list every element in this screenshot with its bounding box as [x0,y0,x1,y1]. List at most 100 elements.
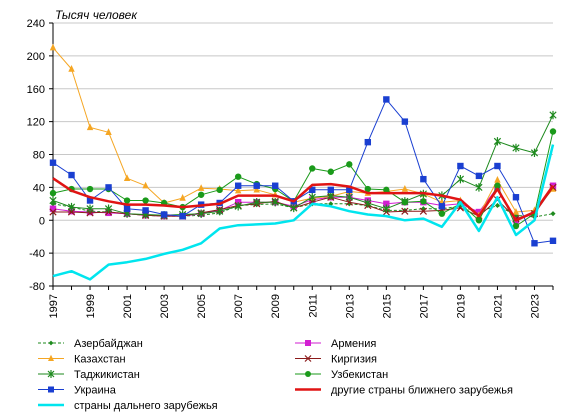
y-tick-label: 200 [27,51,45,63]
marker-square [401,118,409,125]
marker-circle [197,191,205,198]
legend-label: Азербайджан [74,338,143,350]
marker-asterisk [308,193,316,202]
legend-entry: Таджикистан [38,369,140,381]
marker-circle [346,161,353,168]
marker-square [48,386,54,393]
marker-square [253,182,260,189]
marker-circle [234,173,242,180]
marker-asterisk [345,193,353,202]
y-tick-label: 0 [39,215,45,227]
marker-triangle [105,128,112,136]
marker-circle [401,198,409,206]
series-6-group [49,96,557,247]
series-7-group [52,177,555,222]
series-4-line [52,114,554,216]
marker-square [383,96,390,103]
y-tick-label: 80 [33,150,45,162]
marker-circle [549,128,557,135]
legend-entry: Украина [38,385,117,397]
series-layer [49,43,557,281]
marker-square [234,182,242,189]
marker-asterisk [364,198,372,208]
marker-triangle [253,185,260,193]
legend-label: Узбекистан [331,369,388,381]
marker-square [494,162,501,170]
marker-circle [420,198,427,205]
marker-square [49,205,57,212]
marker-circle [305,371,311,377]
marker-asterisk [49,196,57,205]
legend-label: Киргизия [331,354,377,366]
x-tick-label: 1997 [48,294,60,318]
x-tick-label: 2005 [196,294,208,318]
legend-label: Армения [331,338,376,350]
legend-label: Таджикистан [74,369,140,381]
marker-triangle [86,123,94,131]
y-tick-label: 120 [27,117,45,129]
series-8-line [52,144,555,281]
marker-square [549,237,557,244]
marker-x [401,207,409,215]
marker-asterisk [271,197,279,207]
marker-asterisk [382,204,390,213]
x-tick-label: 2011 [307,294,319,318]
marker-circle [123,197,131,204]
marker-square [383,200,390,208]
marker-diamond [420,206,426,212]
legend-label: страны дальнего зарубежья [74,400,218,412]
marker-asterisk [493,137,502,146]
marker-square [160,211,168,218]
legend-label: другие страны ближнего зарубежья [331,385,513,397]
legend-entry: страны дальнего зарубежья [38,400,218,412]
axes-layer: -80 -40 0 40 80 120 160 200 240 1997 1999 2001 2003 2… [27,18,554,318]
marker-square [346,186,353,194]
marker-asterisk [67,202,76,212]
marker-circle [309,165,316,172]
marker-asterisk [530,148,539,158]
marker-circle [512,222,520,230]
legend-entry: Азербайджан [38,338,143,350]
y-tick-label: 40 [33,182,45,194]
y-tick-label: -40 [29,248,45,260]
legend-entry: другие страны ближнего зарубежья [295,385,513,397]
marker-asterisk [234,202,242,211]
marker-triangle [123,174,131,182]
marker-circle [142,197,149,204]
marker-asterisk [512,143,520,153]
marker-circle [494,182,501,189]
legend-entry: Узбекистан [295,369,388,381]
legend-label: Украина [74,385,117,397]
marker-asterisk [456,174,465,184]
marker-triangle [48,354,54,361]
marker-circle [383,186,390,194]
series-8-group [52,144,555,281]
marker-triangle [197,184,205,191]
marker-square [142,207,149,214]
marker-diamond [48,340,54,346]
marker-square [512,194,520,201]
marker-square [68,171,75,179]
marker-square [49,159,57,166]
x-tick-label: 1999 [85,294,97,318]
marker-asterisk [253,197,261,207]
series-5-line [52,131,554,227]
marker-circle [327,168,334,175]
marker-square [531,240,538,247]
marker-triangle [49,43,57,51]
series-6-line [52,98,554,244]
series-4-group [49,110,557,220]
marker-x [49,208,57,216]
marker-triangle [512,208,520,215]
marker-square [475,172,483,180]
marker-circle [364,185,372,193]
y-tick-label: 160 [27,84,45,96]
marker-square [305,340,311,346]
legend-entry: Казахстан [38,354,126,366]
marker-triangle [494,175,501,183]
marker-x [304,355,312,362]
marker-square [123,205,131,212]
marker-square [272,182,279,189]
